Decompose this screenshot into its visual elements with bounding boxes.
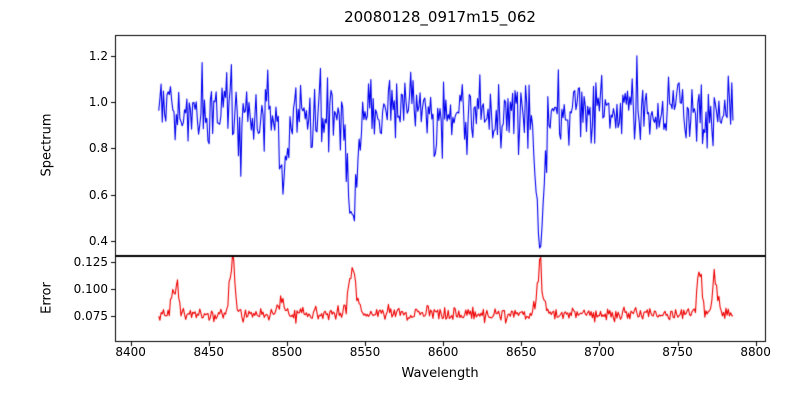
error-y-tick-label: 0.100	[73, 282, 108, 297]
x-tick-label: 8650	[505, 345, 537, 359]
x-tick-label: 8550	[349, 345, 381, 359]
spectrum-y-axis-label: Spectrum	[39, 113, 55, 177]
spectrum-y-tick-label: 0.4	[88, 234, 108, 249]
x-tick-label: 8450	[193, 345, 225, 359]
x-tick-label: 8750	[662, 345, 693, 359]
spectrum-y-tick-label: 0.8	[88, 141, 108, 156]
error-y-tick-label: 0.125	[73, 255, 108, 270]
x-tick-label: 8800	[740, 345, 771, 359]
spectrum-y-tick-label: 0.6	[88, 187, 108, 202]
x-tick-label: 8500	[271, 345, 303, 359]
x-tick-label: 8400	[115, 345, 146, 359]
error-y-axis-label: Error	[39, 282, 55, 314]
x-axis-label: Wavelength	[401, 366, 479, 381]
error-y-tick-label: 0.075	[73, 309, 108, 324]
chart-title: 20080128_0917m15_062	[344, 8, 536, 26]
spectrum-y-tick-label: 1.2	[88, 48, 108, 63]
spectrum-y-tick-label: 1.0	[88, 95, 108, 110]
x-tick-label: 8700	[584, 345, 615, 359]
x-tick-label: 8600	[427, 345, 459, 359]
